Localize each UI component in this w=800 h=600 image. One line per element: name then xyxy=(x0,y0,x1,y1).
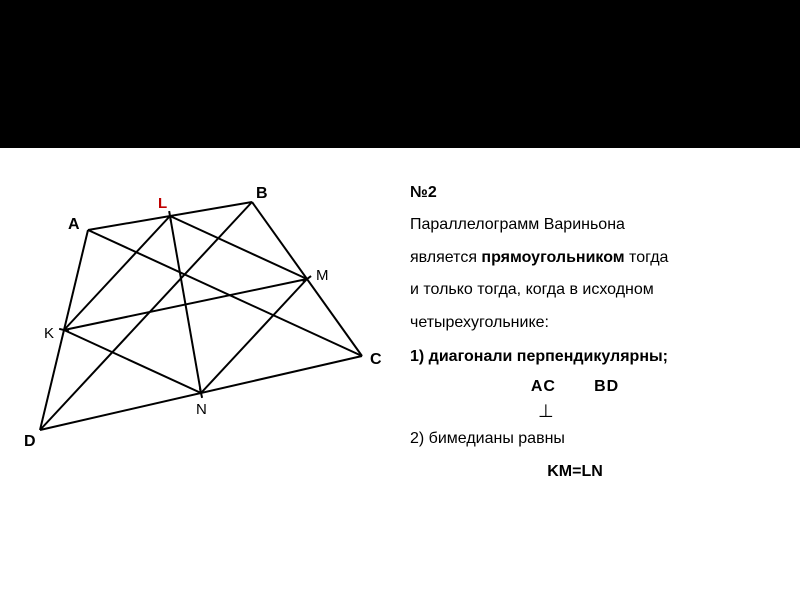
item-2-label: 2) бимедианы равны xyxy=(410,424,740,454)
theorem-text: №2 Параллелограмм Вариньона является пря… xyxy=(400,168,760,508)
text-line-2c: тогда xyxy=(625,249,669,266)
item-1-label: 1) диагонали перпендикулярны; xyxy=(410,342,740,372)
content-row: A B C D L M N K №2 Параллелограмм Вариньона явл… xyxy=(0,148,800,508)
item-1-formula: AC BD ⊥ xyxy=(410,372,740,420)
text-line-2a: является xyxy=(410,249,481,266)
svg-text:K: K xyxy=(44,325,54,342)
svg-text:D: D xyxy=(24,433,36,450)
svg-text:B: B xyxy=(256,185,268,202)
svg-text:N: N xyxy=(196,401,207,418)
header-black-bar xyxy=(0,0,800,148)
text-line-1: Параллелограмм Вариньона xyxy=(410,210,740,240)
ac-bd-line: AC BD xyxy=(410,372,740,402)
bd-text: BD xyxy=(594,378,619,395)
svg-text:C: C xyxy=(370,351,382,368)
ac-text: AC xyxy=(531,378,556,395)
theorem-number: №2 xyxy=(410,178,740,208)
text-line-3: и только тогда, когда в исходном xyxy=(410,275,740,305)
svg-text:M: M xyxy=(316,267,329,284)
svg-text:L: L xyxy=(158,195,167,212)
text-line-2b: прямоугольником xyxy=(481,249,624,266)
svg-text:A: A xyxy=(68,216,80,233)
quadrilateral-svg: A B C D L M N K xyxy=(0,168,400,508)
item-2-formula: KM=LN xyxy=(410,457,740,487)
geometry-diagram: A B C D L M N K xyxy=(0,168,400,508)
text-line-4: четырехугольнике: xyxy=(410,308,740,338)
perp-symbol: ⊥ xyxy=(538,394,554,428)
text-line-2: является прямоугольником тогда xyxy=(410,243,740,273)
